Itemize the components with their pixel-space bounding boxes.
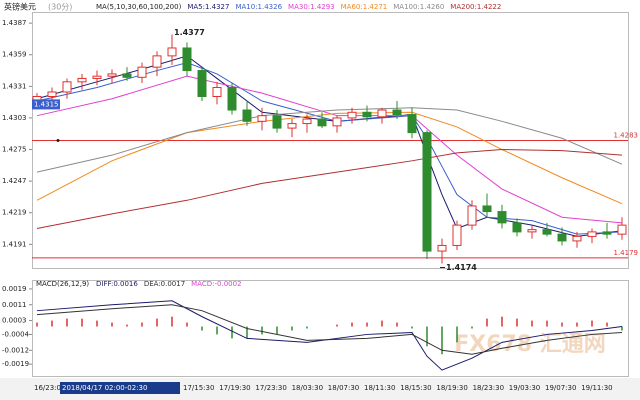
y-tick-label: 1.4387 xyxy=(2,19,27,27)
x-tick-label: 18/15:30 xyxy=(400,384,431,392)
candle-body xyxy=(272,115,282,129)
cursor-label: 2018/04/17 02:00-02:30 xyxy=(62,384,147,392)
price-tag: 1.4315 xyxy=(34,100,59,108)
series-line xyxy=(36,304,623,355)
symbol: 英镑美元 xyxy=(4,2,36,12)
legend-entry: MA30:1.4293 xyxy=(288,3,335,11)
cursor-dot xyxy=(56,139,60,142)
y-tick-label: -0.0004 xyxy=(2,330,30,338)
legend-entry: MA10:1.4326 xyxy=(235,3,282,11)
x-tick-label: 16/23:00 xyxy=(34,384,65,392)
candle-body xyxy=(482,205,492,213)
candle-body xyxy=(602,231,612,235)
y-tick-label: 1.4191 xyxy=(2,240,27,248)
candle-body xyxy=(167,47,177,57)
level-label: 1.4283 xyxy=(614,132,639,140)
candle-body xyxy=(392,109,402,116)
candle-body xyxy=(317,118,327,127)
high-label: 1.4377 xyxy=(174,28,205,37)
candle-body xyxy=(62,81,72,93)
candle-body xyxy=(572,235,582,242)
x-tick-label: 17/23:30 xyxy=(255,384,286,392)
legend-entry: MA100:1.4260 xyxy=(393,3,444,11)
candle-body xyxy=(152,55,162,68)
x-tick-label: 19/11:30 xyxy=(581,384,612,392)
candle-body xyxy=(422,132,432,252)
candle-body xyxy=(107,73,117,77)
candle-body xyxy=(542,229,552,235)
candle-body xyxy=(197,70,207,97)
candle-body xyxy=(257,115,267,122)
legend-entry: DIFF:0.0016 xyxy=(96,280,138,288)
candle-body xyxy=(332,117,342,127)
x-tick-label: 17/19:30 xyxy=(219,384,250,392)
candle-body xyxy=(47,91,57,97)
macd-title: MACD(26,12,9) xyxy=(36,280,89,288)
candle-body xyxy=(557,233,567,242)
y-tick-label: 0.0003 xyxy=(2,317,27,325)
candle-body xyxy=(512,222,522,233)
y-tick-label: 0.0019 xyxy=(2,285,27,293)
candle-body xyxy=(407,114,417,134)
candle-body xyxy=(377,109,387,118)
x-tick-label: 19/03:30 xyxy=(509,384,540,392)
y-tick-label: -0.0019 xyxy=(2,360,29,368)
candle-body xyxy=(587,231,597,237)
x-tick-label: 17/15:30 xyxy=(183,384,214,392)
x-tick-label: 18/23:30 xyxy=(473,384,504,392)
legend-entry: MA60:1.4271 xyxy=(341,3,388,11)
price-tag-box xyxy=(32,99,60,110)
candle-body xyxy=(92,75,102,79)
y-tick-label: 1.4275 xyxy=(2,146,27,154)
candle-body xyxy=(617,224,627,235)
period: (30分) xyxy=(48,3,72,12)
candle-body xyxy=(287,123,297,129)
ma-title: MA(5,10,30,60,100,200) xyxy=(96,3,182,11)
y-tick-label: 1.4359 xyxy=(2,51,27,59)
x-tick-label: 18/19:30 xyxy=(436,384,467,392)
candle-body xyxy=(467,205,477,226)
y-tick-label: 0.0011 xyxy=(2,301,27,309)
candle-body xyxy=(302,118,312,125)
candle-body xyxy=(437,244,447,252)
x-tick-label: 18/11:30 xyxy=(364,384,395,392)
candle-body xyxy=(452,224,462,246)
series-line xyxy=(36,300,623,371)
candle-body xyxy=(212,86,222,97)
x-tick-label: 18/07:30 xyxy=(328,384,359,392)
candle-body xyxy=(77,77,87,83)
candle-body xyxy=(137,66,147,78)
candle-body xyxy=(347,111,357,119)
candle-body xyxy=(362,111,372,118)
candle-body xyxy=(242,109,252,122)
series-line xyxy=(36,111,623,205)
legend-entry: MACD:-0.0002 xyxy=(191,280,241,288)
series-line xyxy=(36,75,623,224)
candle-body xyxy=(122,73,132,78)
legend-entry: MA200:1.4222 xyxy=(450,3,501,11)
series-line xyxy=(36,107,623,173)
cursor-label-box xyxy=(60,382,180,394)
candle-body xyxy=(182,47,192,72)
level-label: 1.4179 xyxy=(614,249,639,257)
candle-body xyxy=(227,86,237,111)
legend-entry: DEA:0.0017 xyxy=(144,280,185,288)
y-tick-label: 1.4247 xyxy=(2,177,27,185)
series-line xyxy=(36,149,623,229)
low-label: 1.4174 xyxy=(446,263,477,272)
y-tick-label: 1.4331 xyxy=(2,82,27,90)
y-tick-label: 1.4303 xyxy=(2,114,27,122)
candle-body xyxy=(497,211,507,224)
macd-frame xyxy=(32,280,629,377)
y-tick-label: -0.0012 xyxy=(2,346,29,354)
candle-body xyxy=(527,229,537,233)
y-tick-label: 1.4219 xyxy=(2,209,27,217)
x-tick-label: 19/07:30 xyxy=(545,384,576,392)
legend-entry: MA5:1.4327 xyxy=(187,3,229,11)
x-tick-label: 18/03:30 xyxy=(292,384,323,392)
